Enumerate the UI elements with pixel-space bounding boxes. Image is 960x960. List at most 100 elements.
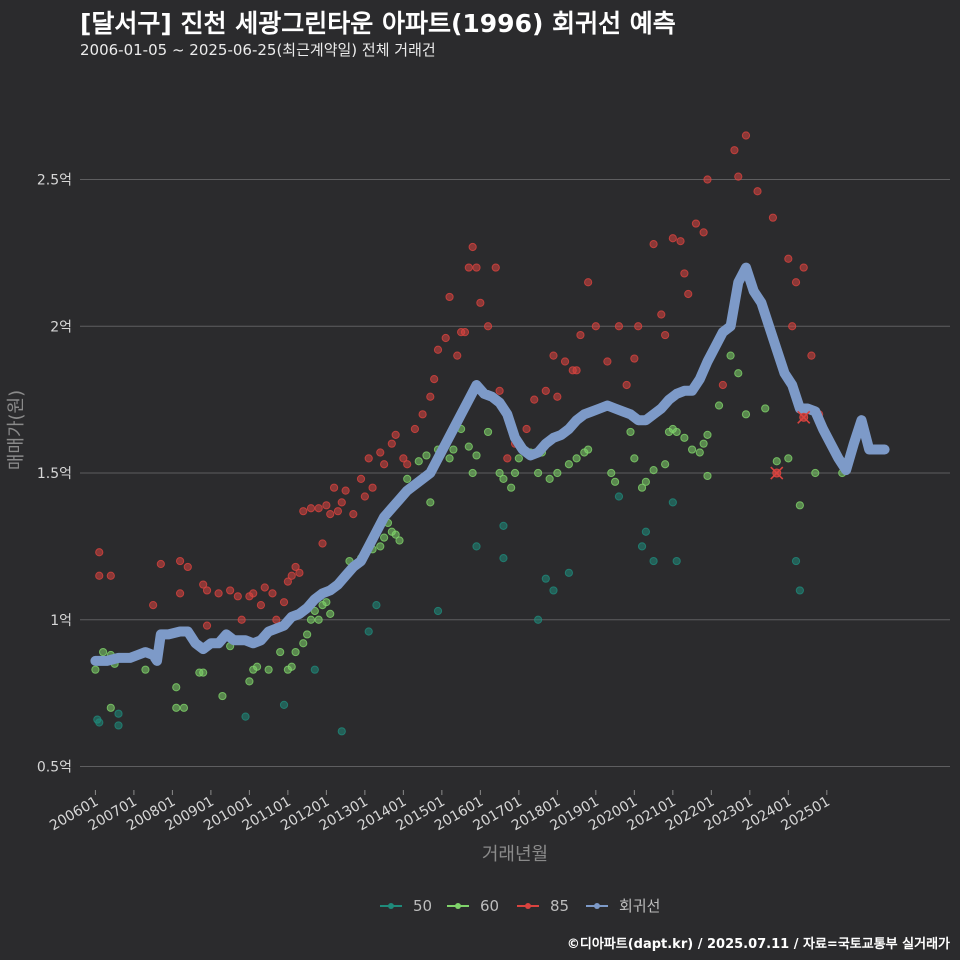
point-50 [499,521,508,530]
point-60 [326,609,335,619]
point-60 [687,445,697,454]
point-85 [337,498,346,507]
legend-swatch-dot [525,903,531,909]
point-85 [784,254,793,263]
point-60 [472,451,481,460]
legend-label: 50 [413,897,432,915]
point-85 [464,263,473,272]
y-tick-label: 0.5억 [37,760,72,776]
point-85 [329,483,339,492]
point-85 [368,483,377,492]
point-50 [564,568,573,577]
point-85 [237,615,246,624]
point-50 [279,700,289,709]
point-60 [714,401,724,410]
point-85 [202,586,212,595]
y-axis-title: 매매가(원) [6,390,27,470]
point-60 [610,477,620,486]
point-85 [430,375,439,384]
point-85 [403,460,412,469]
regression-line [90,262,890,666]
point-85 [460,328,470,337]
point-85 [661,330,670,340]
point-85 [668,234,677,243]
point-85 [530,395,539,404]
point-60 [672,427,681,437]
point-60 [545,474,554,483]
point-85 [799,263,808,272]
point-60 [495,468,504,478]
regression-path [90,262,890,666]
point-60 [572,454,581,463]
legend-item-50: 50 [380,897,432,915]
point-85 [202,621,212,630]
point-60 [772,457,781,466]
point-85 [768,213,778,222]
point-85 [291,562,300,572]
point-85 [734,172,743,181]
legend-label: 회귀선 [619,897,660,915]
point-60 [795,501,804,510]
y-tick-label: 1억 [50,613,72,629]
point-85 [156,559,165,569]
point-85 [175,556,185,566]
point-85 [703,175,712,184]
point-85 [560,357,570,366]
point-50 [114,721,123,730]
point-60 [172,703,181,712]
point-60 [414,457,423,466]
point-50 [499,554,508,563]
point-60 [403,474,412,483]
point-85 [364,454,373,463]
legend-swatch-dot [455,903,461,909]
point-85 [399,454,408,463]
point-85 [741,131,751,140]
point-85 [541,386,550,395]
point-85 [322,501,331,510]
point-60 [306,615,316,624]
point-60 [584,445,593,454]
point-60 [483,427,493,437]
point-85 [476,298,485,307]
point-60 [507,483,516,492]
point-85 [495,386,504,395]
point-85 [788,322,797,331]
point-85 [630,354,639,363]
point-85 [791,278,801,287]
point-50 [241,712,250,721]
point-60 [510,468,520,478]
point-60 [741,410,751,419]
point-60 [695,448,704,457]
point-85 [376,448,385,457]
point-50 [533,615,543,624]
point-60 [449,445,458,454]
point-85 [287,571,296,580]
legend-swatch-dot [594,903,600,909]
point-85 [483,322,493,331]
point-60 [245,677,254,686]
point-85 [333,507,343,516]
point-85 [306,504,316,513]
point-50 [637,542,647,551]
point-60 [811,468,820,478]
point-60 [630,454,639,463]
point-60 [303,630,312,639]
legend-label: 85 [550,897,569,915]
point-60 [106,703,115,712]
point-60 [380,533,389,542]
point-85 [410,424,420,434]
point-60 [98,647,108,657]
chart-title: [달서구] 진천 세광그린타운 아파트(1996) 회귀선 예측 [80,9,676,38]
point-50 [614,492,624,501]
point-85 [199,580,208,589]
point-60 [314,615,323,624]
point-60 [291,647,300,657]
point-50 [549,586,558,595]
point-60 [699,439,708,448]
point-50 [337,727,346,736]
point-85 [603,357,612,366]
point-60 [649,465,658,475]
point-85 [730,146,739,155]
point-85 [549,351,558,360]
